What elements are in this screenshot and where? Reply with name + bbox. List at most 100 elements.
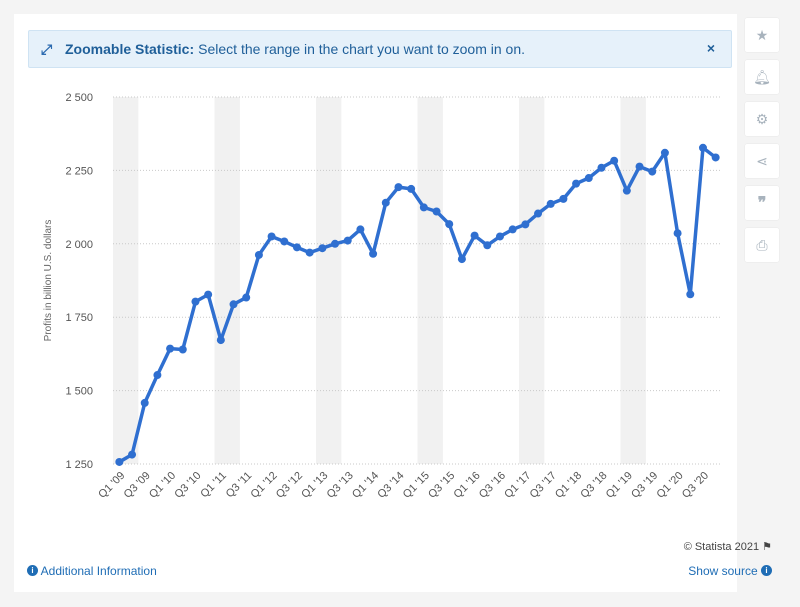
- data-point[interactable]: [292, 243, 301, 252]
- x-tick-label: Q3 '09: [122, 470, 153, 501]
- x-tick-label: Q1 '09: [96, 470, 127, 501]
- data-point[interactable]: [711, 153, 720, 162]
- data-point[interactable]: [698, 143, 707, 152]
- data-point[interactable]: [369, 249, 378, 258]
- print-icon[interactable]: ⎙: [745, 228, 779, 262]
- statista-credit: © Statista 2021 ⚑: [683, 541, 772, 553]
- y-tick-label: 1 500: [65, 386, 93, 398]
- bell-icon[interactable]: 🔔︎: [745, 60, 779, 94]
- x-tick-label: Q3 '14: [375, 470, 406, 501]
- expand-icon: ⤢: [41, 40, 53, 57]
- x-tick-label: Q1 '11: [198, 470, 229, 501]
- data-point[interactable]: [331, 239, 340, 248]
- y-tick-label: 2 250: [65, 165, 93, 177]
- data-point[interactable]: [546, 199, 555, 208]
- info-icon: i: [761, 565, 772, 577]
- data-point[interactable]: [267, 232, 276, 241]
- data-point[interactable]: [153, 371, 162, 380]
- data-point[interactable]: [673, 229, 682, 238]
- data-point[interactable]: [115, 457, 124, 466]
- data-point[interactable]: [597, 163, 606, 172]
- data-point[interactable]: [191, 297, 200, 306]
- data-point[interactable]: [470, 231, 479, 240]
- share-icon[interactable]: ⋖: [745, 144, 779, 178]
- info-icon: i: [27, 565, 38, 577]
- x-tick-label: Q3 '10: [172, 470, 203, 501]
- data-point[interactable]: [356, 225, 365, 234]
- data-point[interactable]: [572, 179, 581, 188]
- zoom-banner: ⤢ Zoomable Statistic: Select the range i…: [28, 30, 732, 68]
- x-tick-label: Q1 '10: [147, 470, 178, 501]
- x-tick-label: Q3 '16: [477, 470, 508, 501]
- data-point[interactable]: [495, 232, 504, 241]
- data-point[interactable]: [610, 156, 619, 165]
- band: [214, 97, 240, 464]
- data-point[interactable]: [229, 300, 238, 309]
- data-point[interactable]: [660, 148, 669, 157]
- data-point[interactable]: [166, 344, 175, 353]
- data-point[interactable]: [178, 345, 187, 354]
- data-point[interactable]: [140, 398, 149, 407]
- data-point[interactable]: [648, 167, 657, 176]
- data-point[interactable]: [318, 244, 327, 253]
- data-point[interactable]: [242, 293, 251, 302]
- banner-message: Select the range in the chart you want t…: [198, 41, 526, 57]
- x-tick-label: Q3 '13: [325, 470, 356, 501]
- data-point[interactable]: [381, 198, 390, 207]
- x-tick-label: Q1 '14: [350, 470, 381, 501]
- x-tick-label: Q1 '19: [604, 470, 635, 501]
- x-tick-label: Q3 '20: [680, 470, 711, 501]
- close-icon[interactable]: ×: [706, 40, 715, 56]
- data-point[interactable]: [254, 250, 263, 259]
- data-point[interactable]: [216, 336, 225, 345]
- data-point[interactable]: [635, 162, 644, 171]
- y-axis-label: Profits in billion U.S. dollars: [43, 220, 54, 342]
- gear-icon[interactable]: ⚙: [745, 102, 779, 136]
- x-tick-label: Q1 '20: [655, 470, 686, 501]
- x-tick-label: Q1 '12: [249, 470, 280, 501]
- data-point[interactable]: [128, 450, 137, 459]
- x-tick-label: Q1 '17: [502, 470, 533, 501]
- banner-title: Zoomable Statistic:: [65, 41, 195, 57]
- y-tick-label: 1 250: [65, 459, 93, 471]
- star-icon[interactable]: ★: [745, 18, 779, 52]
- data-point[interactable]: [534, 209, 543, 218]
- x-tick-label: Q1 '15: [401, 470, 432, 501]
- data-point[interactable]: [343, 236, 352, 245]
- band: [519, 97, 545, 464]
- data-point[interactable]: [559, 194, 568, 203]
- data-point[interactable]: [407, 184, 416, 193]
- data-point[interactable]: [622, 186, 631, 195]
- band: [316, 97, 342, 464]
- data-point[interactable]: [419, 203, 428, 212]
- x-tick-label: Q3 '18: [578, 470, 609, 501]
- x-tick-label: Q3 '11: [224, 470, 255, 501]
- data-point[interactable]: [457, 255, 466, 264]
- y-tick-label: 2 000: [65, 239, 93, 251]
- band: [113, 97, 139, 464]
- y-tick-label: 1 750: [65, 312, 93, 324]
- x-tick-label: Q3 '12: [274, 470, 305, 501]
- show-source-link[interactable]: Show source i: [688, 564, 772, 578]
- x-tick-label: Q3 '15: [426, 470, 457, 501]
- quote-icon[interactable]: ❞: [745, 186, 779, 220]
- x-tick-label: Q3 '19: [629, 470, 660, 501]
- additional-information-link[interactable]: i Additional Information: [27, 564, 157, 578]
- data-point[interactable]: [445, 220, 454, 229]
- data-point[interactable]: [508, 225, 517, 234]
- data-point[interactable]: [521, 220, 530, 229]
- data-point[interactable]: [432, 207, 441, 216]
- x-tick-label: Q3 '17: [528, 470, 559, 501]
- data-point[interactable]: [584, 174, 593, 183]
- data-point[interactable]: [305, 248, 314, 257]
- data-point[interactable]: [686, 290, 695, 299]
- data-point[interactable]: [483, 241, 492, 250]
- data-point[interactable]: [394, 183, 403, 192]
- x-tick-label: Q1 '18: [553, 470, 584, 501]
- x-tick-label: Q1 '13: [299, 470, 330, 501]
- data-point[interactable]: [204, 290, 213, 299]
- data-point[interactable]: [280, 237, 289, 246]
- side-toolbar: ★ 🔔︎ ⚙ ⋖ ❞ ⎙: [745, 18, 781, 270]
- band: [620, 97, 646, 464]
